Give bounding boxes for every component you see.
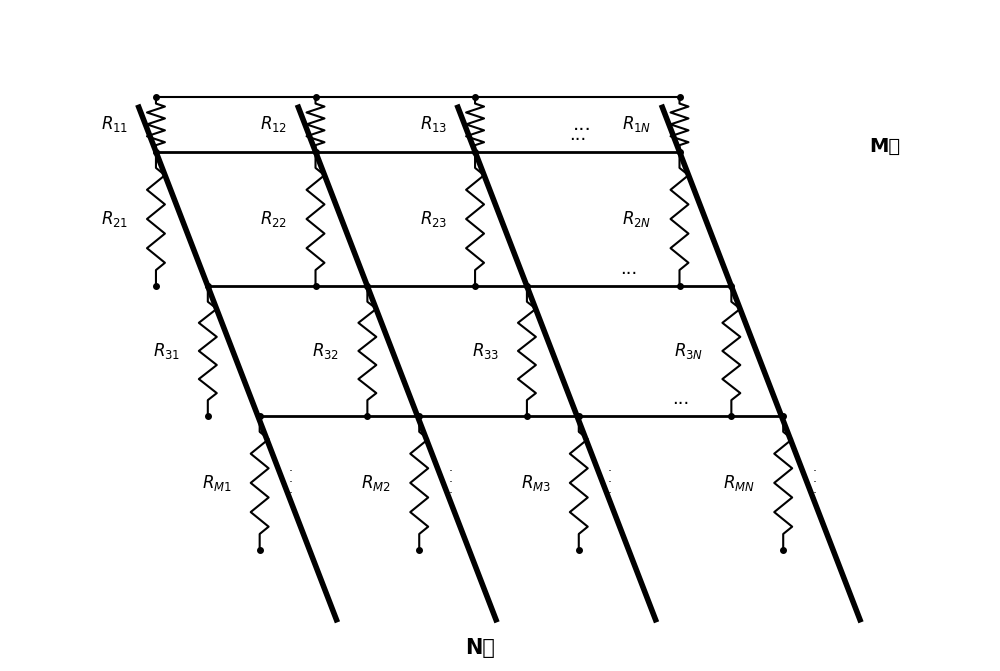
Text: M行: M行: [869, 138, 900, 156]
Text: $R_{22}$: $R_{22}$: [260, 209, 288, 229]
Text: $R_{1N}$: $R_{1N}$: [622, 114, 652, 134]
Text: $R_{11}$: $R_{11}$: [101, 114, 128, 134]
Text: $R_{23}$: $R_{23}$: [420, 209, 447, 229]
Text: $R_{MN}$: $R_{MN}$: [723, 473, 755, 493]
Text: ·
·
·: · · ·: [289, 466, 293, 501]
Text: $R_{32}$: $R_{32}$: [312, 341, 339, 361]
Text: ·
·
·: · · ·: [812, 466, 816, 501]
Text: $R_{12}$: $R_{12}$: [260, 114, 288, 134]
Text: $R_{33}$: $R_{33}$: [472, 341, 499, 361]
Text: $R_{2N}$: $R_{2N}$: [622, 209, 652, 229]
Text: ...: ...: [573, 115, 592, 134]
Text: ·
·
·: · · ·: [608, 466, 612, 501]
Text: $R_{21}$: $R_{21}$: [101, 209, 128, 229]
Text: ...: ...: [569, 125, 586, 144]
Text: ·
·
·: · · ·: [448, 466, 452, 501]
Text: ...: ...: [621, 260, 638, 278]
Text: $R_{M1}$: $R_{M1}$: [202, 473, 232, 493]
Text: $R_{3N}$: $R_{3N}$: [674, 341, 703, 361]
Text: $R_{13}$: $R_{13}$: [420, 114, 447, 134]
Text: ...: ...: [672, 390, 690, 408]
Text: $R_{M3}$: $R_{M3}$: [521, 473, 551, 493]
Text: N列: N列: [465, 637, 495, 658]
Text: $R_{M2}$: $R_{M2}$: [361, 473, 391, 493]
Text: $R_{31}$: $R_{31}$: [153, 341, 180, 361]
